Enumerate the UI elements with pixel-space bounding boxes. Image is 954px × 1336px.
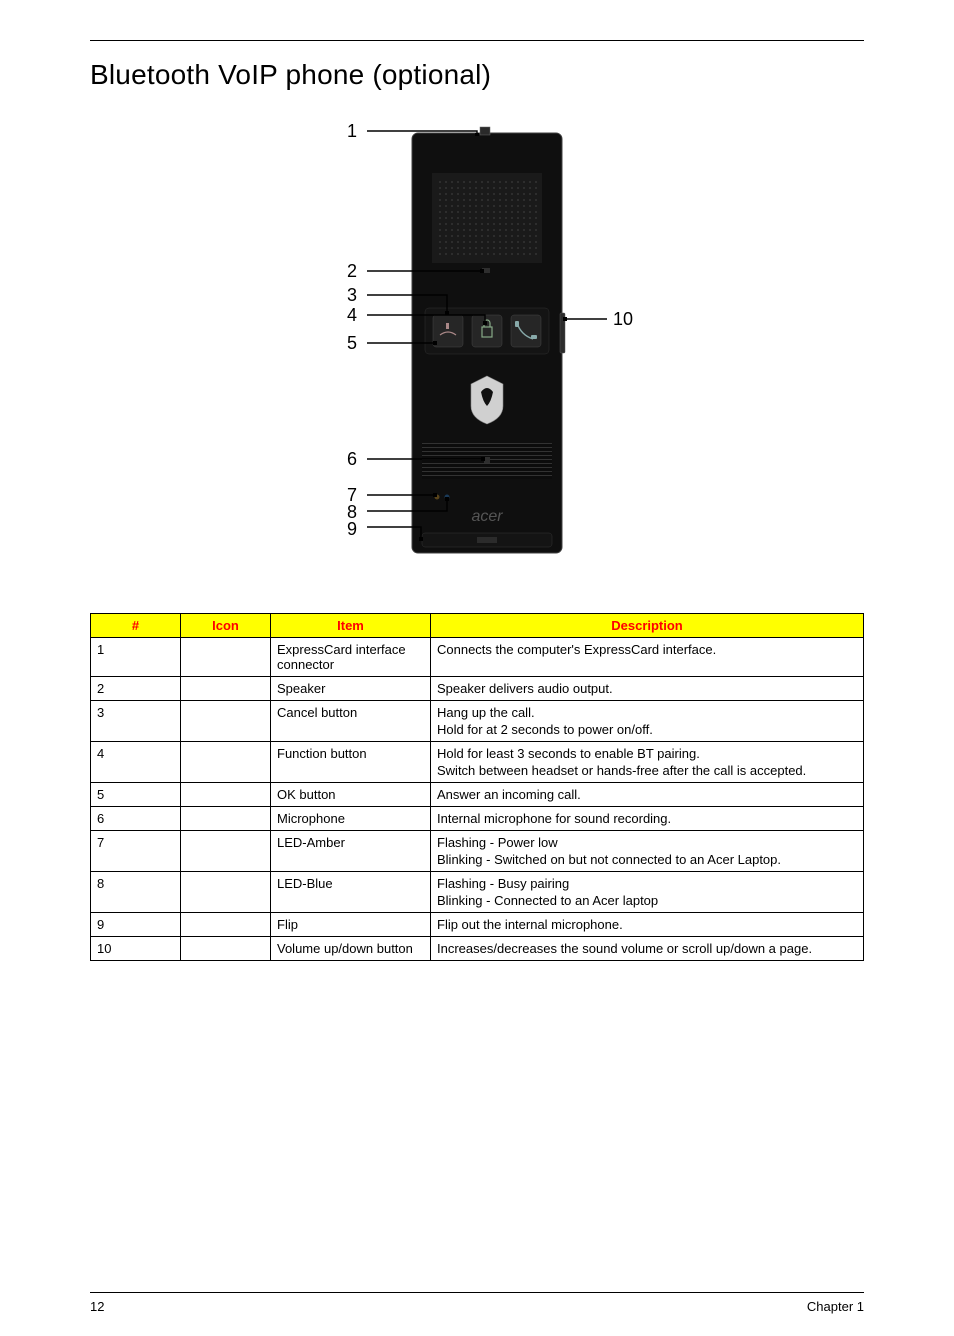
top-rule	[90, 40, 864, 41]
desc-line: Flashing - Power low	[437, 835, 857, 850]
desc-line: Blinking - Connected to an Acer laptop	[437, 893, 857, 908]
cell-icon	[181, 677, 271, 701]
svg-text:acer: acer	[471, 508, 503, 525]
cell-item: Volume up/down button	[271, 937, 431, 961]
device-diagram: acer	[90, 113, 864, 573]
footer-chapter: Chapter 1	[807, 1299, 864, 1314]
diagram-label-1: 1	[347, 121, 357, 141]
cell-desc: Speaker delivers audio output.	[431, 677, 864, 701]
th-desc: Description	[431, 614, 864, 638]
cell-desc: Flashing - Power low Blinking - Switched …	[431, 831, 864, 872]
desc-line: Hang up the call.	[437, 705, 857, 720]
cell-num: 9	[91, 913, 181, 937]
cell-icon	[181, 872, 271, 913]
spec-table: # Icon Item Description 1 ExpressCard int…	[90, 613, 864, 961]
cell-icon	[181, 807, 271, 831]
desc-line: Flip out the internal microphone.	[437, 917, 857, 932]
cell-item: LED-Blue	[271, 872, 431, 913]
diagram-label-3: 3	[347, 285, 357, 305]
cell-num: 2	[91, 677, 181, 701]
cell-icon	[181, 701, 271, 742]
table-row: 7 LED-Amber Flashing - Power low Blinking -…	[91, 831, 864, 872]
desc-line: Hold for least 3 seconds to enable BT pa…	[437, 746, 857, 761]
table-row: 1 ExpressCard interface connector Connects…	[91, 638, 864, 677]
desc-line: Internal microphone for sound recording.	[437, 811, 857, 826]
cell-desc: Internal microphone for sound recording.	[431, 807, 864, 831]
diagram-label-6: 6	[347, 449, 357, 469]
table-row: 3 Cancel button Hang up the call. Hold for …	[91, 701, 864, 742]
cell-item: Flip	[271, 913, 431, 937]
cell-num: 1	[91, 638, 181, 677]
footer-page-number: 12	[90, 1299, 104, 1314]
diagram-label-9: 9	[347, 519, 357, 539]
cell-item: Cancel button	[271, 701, 431, 742]
table-row: 4 Function button Hold for least 3 seconds…	[91, 742, 864, 783]
cell-item: OK button	[271, 783, 431, 807]
diagram-label-10: 10	[613, 309, 633, 329]
desc-line: Hold for at 2 seconds to power on/off.	[437, 722, 857, 737]
cell-item: Function button	[271, 742, 431, 783]
cell-item: ExpressCard interface connector	[271, 638, 431, 677]
table-row: 2 Speaker Speaker delivers audio output.	[91, 677, 864, 701]
cell-num: 10	[91, 937, 181, 961]
cell-item: Speaker	[271, 677, 431, 701]
table-row: 10 Volume up/down button Increases/decreas…	[91, 937, 864, 961]
cell-icon	[181, 742, 271, 783]
cell-num: 3	[91, 701, 181, 742]
desc-line: Connects the computer's ExpressCard inte…	[437, 642, 857, 657]
diagram-label-4: 4	[347, 305, 357, 325]
cell-icon	[181, 913, 271, 937]
table-row: 9 Flip Flip out the internal microphone.	[91, 913, 864, 937]
cell-desc: Answer an incoming call.	[431, 783, 864, 807]
cell-desc: Flashing - Busy pairing Blinking - Connec…	[431, 872, 864, 913]
cell-item: LED-Amber	[271, 831, 431, 872]
diagram-label-5: 5	[347, 333, 357, 353]
cell-num: 5	[91, 783, 181, 807]
page-footer: 12 Chapter 1	[90, 1292, 864, 1314]
th-item: Item	[271, 614, 431, 638]
page-title: Bluetooth VoIP phone (optional)	[90, 59, 864, 91]
cell-desc: Connects the computer's ExpressCard inte…	[431, 638, 864, 677]
cell-num: 4	[91, 742, 181, 783]
cell-desc: Flip out the internal microphone.	[431, 913, 864, 937]
cell-icon	[181, 783, 271, 807]
cell-desc: Hang up the call. Hold for at 2 seconds t…	[431, 701, 864, 742]
cell-icon	[181, 937, 271, 961]
desc-line: Answer an incoming call.	[437, 787, 857, 802]
th-num: #	[91, 614, 181, 638]
cell-icon	[181, 638, 271, 677]
cell-num: 8	[91, 872, 181, 913]
th-icon: Icon	[181, 614, 271, 638]
table-header-row: # Icon Item Description	[91, 614, 864, 638]
desc-line: Increases/decreases the sound volume or …	[437, 941, 857, 956]
cell-desc: Increases/decreases the sound volume or …	[431, 937, 864, 961]
table-row: 6 Microphone Internal microphone for sound…	[91, 807, 864, 831]
desc-line: Blinking - Switched on but not connected…	[437, 852, 857, 867]
cell-num: 6	[91, 807, 181, 831]
cell-desc: Hold for least 3 seconds to enable BT pa…	[431, 742, 864, 783]
desc-line: Switch between headset or hands-free aft…	[437, 763, 857, 778]
table-row: 8 LED-Blue Flashing - Busy pairing Blinking…	[91, 872, 864, 913]
desc-line: Flashing - Busy pairing	[437, 876, 857, 891]
cell-icon	[181, 831, 271, 872]
cell-item: Microphone	[271, 807, 431, 831]
cell-num: 7	[91, 831, 181, 872]
voip-phone-diagram: acer	[317, 113, 637, 573]
desc-line: Speaker delivers audio output.	[437, 681, 857, 696]
table-row: 5 OK button Answer an incoming call.	[91, 783, 864, 807]
diagram-label-2: 2	[347, 261, 357, 281]
